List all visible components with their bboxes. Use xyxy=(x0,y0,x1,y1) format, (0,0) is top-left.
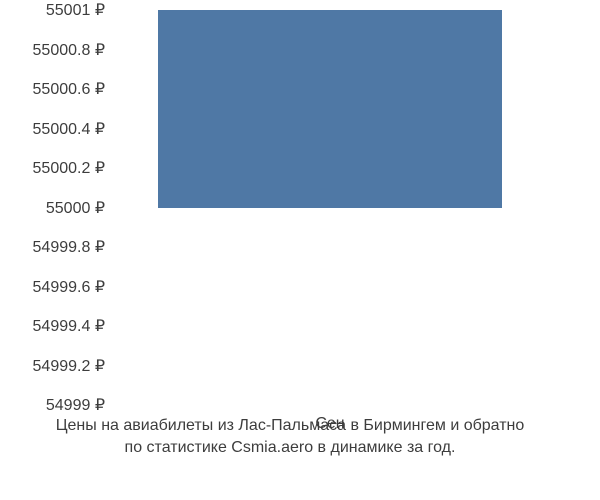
price-chart: 55001 ₽ 55000.8 ₽ 55000.6 ₽ 55000.4 ₽ 55000.… xyxy=(0,0,600,500)
plot-area: 55001 ₽55000.8 ₽55000.6 ₽55000.4 ₽55000.… xyxy=(110,10,550,405)
bar xyxy=(158,10,501,208)
y-tick-label: 54999.2 ₽ xyxy=(0,356,105,376)
x-tick-label: Сен xyxy=(315,415,344,433)
y-tick-label: 55000 ₽ xyxy=(0,198,105,218)
caption-line-1: Цены на авиабилеты из Лас-Пальмаса в Бир… xyxy=(56,417,525,434)
y-tick-label: 55000.2 ₽ xyxy=(0,158,105,178)
y-tick-label: 55000.6 ₽ xyxy=(0,79,105,99)
y-tick-label: 55000.8 ₽ xyxy=(0,40,105,60)
y-tick-label: 54999 ₽ xyxy=(0,395,105,415)
y-tick-label: 54999.8 ₽ xyxy=(0,237,105,257)
caption-line-2: по статистике Csmia.aero в динамике за г… xyxy=(125,439,456,456)
y-tick-label: 55001 ₽ xyxy=(0,0,105,20)
y-tick-label: 54999.4 ₽ xyxy=(0,316,105,336)
y-tick-label: 55000.4 ₽ xyxy=(0,119,105,139)
y-tick-label: 54999.6 ₽ xyxy=(0,277,105,297)
chart-caption: Цены на авиабилеты из Лас-Пальмаса в Бир… xyxy=(0,415,580,458)
